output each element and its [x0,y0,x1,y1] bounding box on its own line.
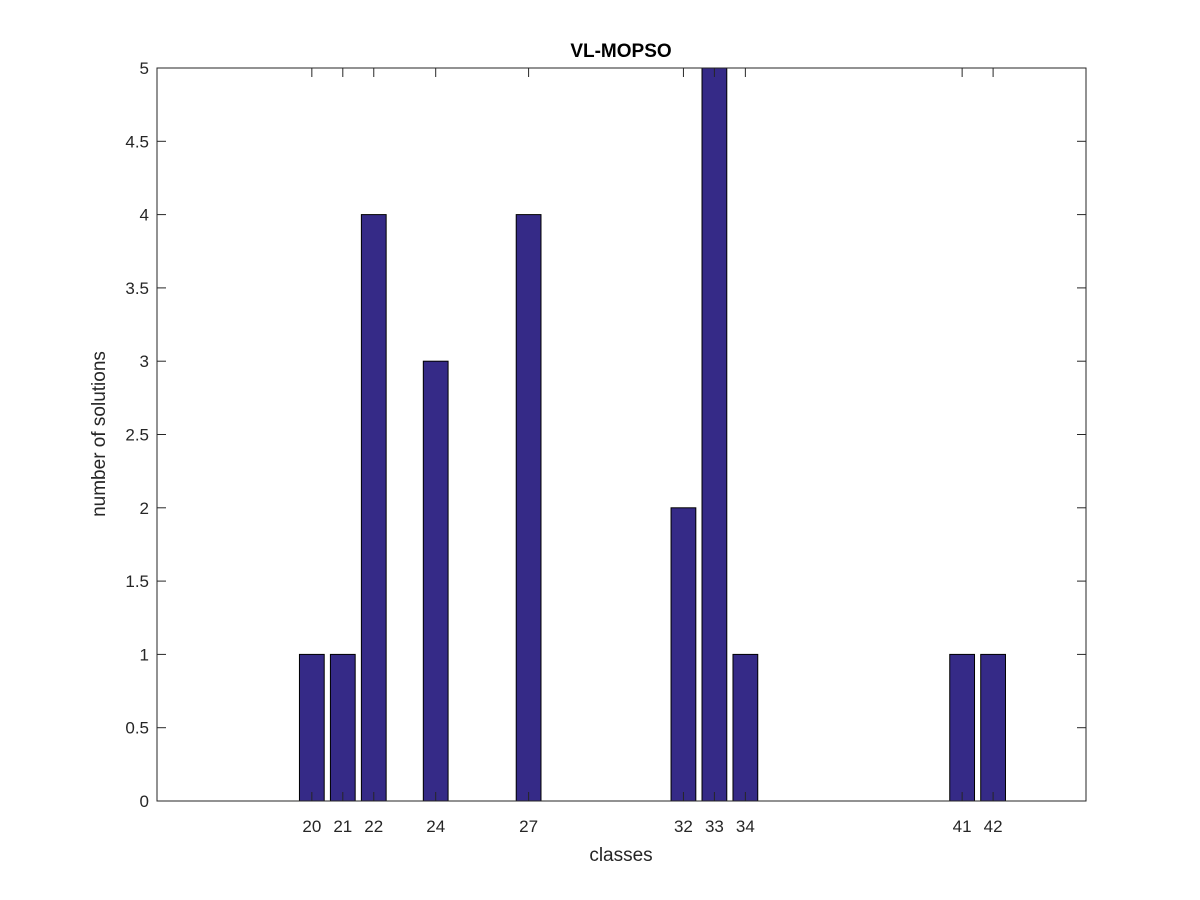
y-tick-label: 2 [140,499,149,518]
x-tick-label: 24 [426,817,445,836]
x-axis-label: classes [589,845,652,866]
chart-title: VL-MOPSO [570,41,671,62]
x-axis-ticks: 20 21 22 24 27 32 33 34 41 42 [302,68,1003,836]
bar-20 [298,653,325,802]
x-tick-label: 20 [302,817,321,836]
bar-42 [980,653,1006,802]
x-tick-label: 41 [953,817,972,836]
y-tick-label: 5 [140,59,149,78]
x-tick-label: 33 [705,817,724,836]
y-tick-label: 0.5 [125,719,149,738]
x-tick-label: 42 [984,817,1003,836]
y-tick-label: 3 [140,352,149,371]
y-tick-label: 1 [140,645,149,664]
y-tick-label: 0 [140,792,149,811]
x-tick-label: 22 [364,817,383,836]
bar-41 [949,653,976,802]
y-tick-label: 4 [140,206,149,225]
y-tick-label: 3.5 [125,279,149,298]
bar-27 [515,214,542,802]
bar-33 [701,67,728,802]
y-tick-label: 4.5 [125,132,149,151]
bars-group [298,67,1006,802]
x-tick-label: 32 [674,817,693,836]
bar-21 [329,653,356,802]
y-tick-label: 2.5 [125,426,149,445]
bar-32 [670,507,697,802]
plot-area-frame [156,67,1087,802]
x-tick-label: 21 [333,817,352,836]
y-axis-ticks: 0 0.5 1 1.5 2 2.5 3 3.5 4 4.5 5 [125,59,1086,811]
bar-24 [422,360,449,802]
bar-34 [732,653,759,802]
y-axis-label: number of solutions [89,351,110,517]
x-tick-label: 27 [519,817,538,836]
bar-22 [360,214,387,802]
y-tick-label: 1.5 [125,572,149,591]
x-tick-label: 34 [736,817,755,836]
